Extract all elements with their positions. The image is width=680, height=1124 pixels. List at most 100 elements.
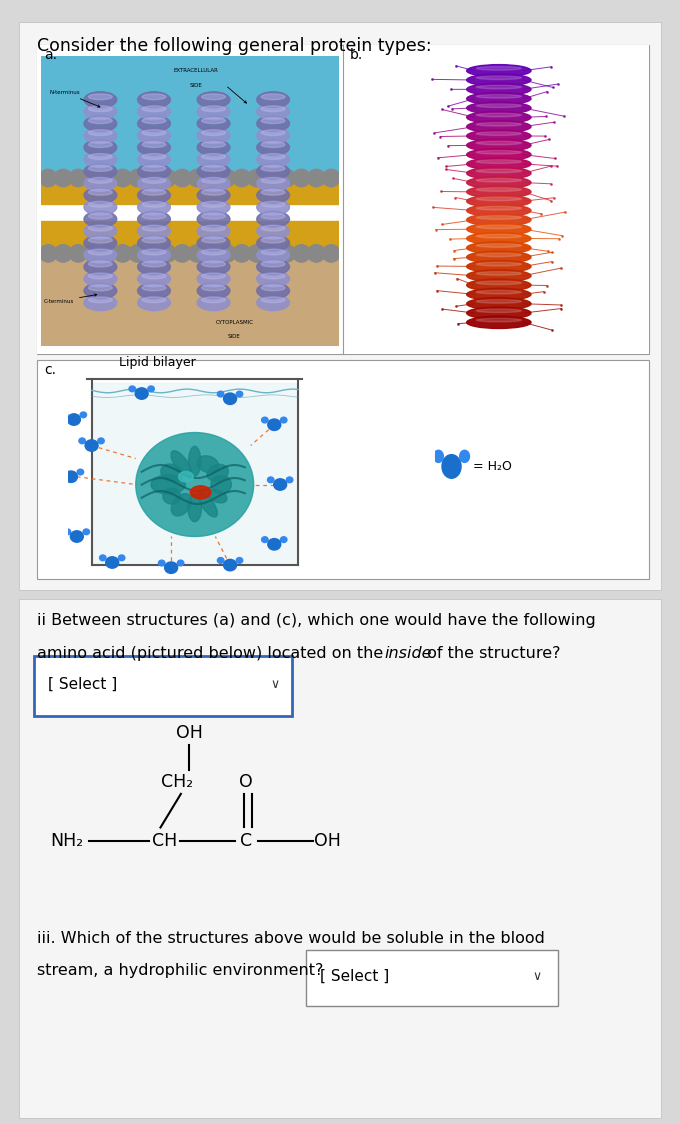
Ellipse shape — [261, 142, 285, 147]
Ellipse shape — [84, 163, 117, 180]
Ellipse shape — [476, 207, 522, 210]
Ellipse shape — [466, 185, 531, 198]
Circle shape — [286, 477, 293, 482]
Ellipse shape — [142, 154, 166, 160]
Circle shape — [218, 245, 236, 262]
Ellipse shape — [476, 234, 522, 238]
Ellipse shape — [88, 142, 112, 147]
Ellipse shape — [202, 250, 226, 255]
Ellipse shape — [261, 250, 285, 255]
Circle shape — [322, 245, 340, 262]
Ellipse shape — [476, 272, 522, 275]
Ellipse shape — [202, 154, 226, 160]
Text: SIDE: SIDE — [189, 83, 202, 88]
Ellipse shape — [261, 214, 285, 219]
Ellipse shape — [466, 102, 531, 114]
Circle shape — [280, 537, 287, 543]
Ellipse shape — [257, 294, 290, 310]
Ellipse shape — [466, 157, 531, 170]
Circle shape — [442, 455, 461, 479]
Ellipse shape — [142, 190, 166, 196]
Ellipse shape — [197, 235, 230, 251]
Ellipse shape — [476, 188, 522, 191]
Circle shape — [218, 558, 224, 563]
Ellipse shape — [202, 201, 226, 207]
Ellipse shape — [476, 76, 522, 80]
Circle shape — [99, 555, 106, 561]
Ellipse shape — [142, 129, 166, 136]
Ellipse shape — [137, 199, 171, 215]
Circle shape — [173, 245, 191, 262]
Ellipse shape — [197, 139, 230, 155]
Text: = H₂O: = H₂O — [473, 460, 512, 473]
Ellipse shape — [476, 123, 522, 126]
Circle shape — [248, 245, 266, 262]
Ellipse shape — [84, 175, 117, 191]
Ellipse shape — [84, 127, 117, 144]
Ellipse shape — [137, 235, 171, 251]
Ellipse shape — [197, 259, 230, 275]
Ellipse shape — [261, 165, 285, 171]
Ellipse shape — [466, 316, 531, 328]
Circle shape — [280, 417, 287, 423]
Text: a.: a. — [44, 48, 57, 62]
Ellipse shape — [261, 129, 285, 136]
Ellipse shape — [257, 103, 290, 119]
Ellipse shape — [84, 116, 117, 132]
Ellipse shape — [197, 116, 230, 132]
Circle shape — [70, 531, 84, 542]
Circle shape — [84, 245, 102, 262]
Circle shape — [80, 413, 86, 418]
Ellipse shape — [202, 237, 226, 243]
Ellipse shape — [142, 250, 166, 255]
Ellipse shape — [88, 297, 112, 302]
Ellipse shape — [84, 103, 117, 119]
Ellipse shape — [142, 106, 166, 111]
Ellipse shape — [211, 475, 231, 493]
Ellipse shape — [84, 211, 117, 227]
Ellipse shape — [197, 211, 230, 227]
Bar — [92, 383, 298, 565]
Ellipse shape — [466, 279, 531, 291]
Circle shape — [188, 245, 206, 262]
Ellipse shape — [476, 114, 522, 117]
Text: OH: OH — [314, 832, 341, 850]
Circle shape — [218, 170, 236, 187]
Text: [ Select ]: [ Select ] — [320, 969, 389, 985]
Ellipse shape — [202, 178, 226, 183]
Ellipse shape — [257, 175, 290, 191]
Ellipse shape — [137, 175, 171, 191]
Ellipse shape — [137, 283, 171, 299]
Circle shape — [64, 529, 71, 535]
Bar — [41, 253, 339, 346]
Ellipse shape — [466, 205, 531, 217]
Ellipse shape — [466, 251, 531, 263]
Ellipse shape — [171, 451, 192, 478]
Circle shape — [224, 560, 237, 571]
Ellipse shape — [142, 297, 166, 302]
Ellipse shape — [137, 152, 171, 167]
Circle shape — [292, 170, 310, 187]
Circle shape — [262, 417, 268, 423]
Circle shape — [58, 469, 65, 475]
Ellipse shape — [137, 127, 171, 144]
Circle shape — [143, 170, 161, 187]
Ellipse shape — [142, 142, 166, 147]
Ellipse shape — [88, 118, 112, 124]
Ellipse shape — [466, 83, 531, 96]
Circle shape — [69, 245, 87, 262]
Ellipse shape — [208, 490, 227, 502]
Circle shape — [177, 560, 184, 565]
Ellipse shape — [476, 197, 522, 201]
Ellipse shape — [261, 285, 285, 291]
Ellipse shape — [88, 201, 112, 207]
Ellipse shape — [142, 273, 166, 279]
Ellipse shape — [466, 148, 531, 161]
Ellipse shape — [257, 199, 290, 215]
Circle shape — [54, 245, 72, 262]
Circle shape — [84, 170, 102, 187]
Text: CH₂: CH₂ — [160, 772, 193, 791]
Ellipse shape — [188, 446, 201, 475]
Text: CH: CH — [152, 832, 177, 850]
Ellipse shape — [197, 103, 230, 119]
